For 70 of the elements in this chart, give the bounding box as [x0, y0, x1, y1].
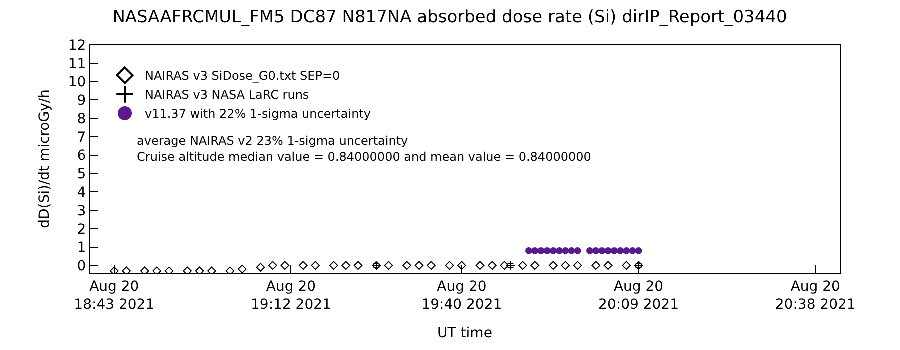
- annotation: average NAIRAS v2 23% 1-sigma uncertainty: [137, 134, 408, 148]
- point: [561, 261, 570, 270]
- point: [592, 247, 600, 254]
- point: [427, 261, 436, 270]
- point: [311, 261, 320, 270]
- point: [414, 261, 424, 270]
- point: [280, 261, 290, 270]
- point: [530, 261, 540, 270]
- point: [488, 261, 497, 270]
- y-tick-label: 11: [68, 56, 86, 72]
- legend-label: NAIRAS v3 SiDose_G0.txt SEP=0: [145, 69, 340, 84]
- annotation: Cruise altitude median value = 0.84000000 and mean value = 0.84000000: [137, 150, 592, 164]
- point: [402, 261, 412, 270]
- point: [268, 261, 278, 270]
- point: [586, 247, 594, 254]
- legend-label: NAIRAS v3 NASA LaRC runs: [145, 88, 310, 102]
- point: [549, 261, 558, 270]
- y-tick-label: 2: [77, 222, 86, 238]
- chart-title: NASAAFRCMUL_FM5 DC87 N817NA absorbed dose rate (Si) dirIP_Report_03440: [112, 7, 788, 28]
- y-tick-label: 7: [77, 130, 86, 146]
- x-tick-label: Aug 20 18:43 2021: [74, 278, 155, 313]
- point: [604, 261, 613, 270]
- point: [568, 247, 576, 254]
- point: [532, 247, 539, 254]
- point: [556, 247, 564, 254]
- point: [573, 261, 582, 270]
- point: [610, 247, 618, 254]
- y-tick-label: 1: [77, 240, 86, 256]
- point: [629, 247, 636, 254]
- point: [445, 261, 454, 270]
- point: [550, 247, 557, 254]
- x-tick-label: Aug 20 19:40 2021: [422, 278, 502, 313]
- y-tick-label: 5: [77, 166, 86, 183]
- point: [476, 261, 485, 270]
- point: [342, 261, 350, 270]
- point: [299, 261, 308, 270]
- point: [604, 247, 612, 254]
- x-tick-label: Aug 20 20:38 2021: [775, 278, 856, 313]
- point: [562, 247, 570, 254]
- point: [598, 247, 606, 254]
- y-tick-label: 10: [68, 74, 86, 91]
- y-tick-label: 3: [77, 203, 86, 220]
- y-tick-label: 12: [68, 38, 86, 54]
- legend-label: v11.37 with 22% 1-sigma uncertainty: [145, 107, 371, 122]
- y-tick-label: 9: [77, 93, 86, 110]
- point: [616, 247, 624, 254]
- point: [574, 247, 582, 254]
- point: [354, 261, 363, 270]
- point: [238, 264, 247, 273]
- point: [544, 247, 551, 254]
- x-tick-label: Aug 20 20:09 2021: [598, 278, 679, 313]
- point: [622, 261, 631, 270]
- point: [526, 247, 533, 254]
- point: [538, 247, 545, 254]
- point: [458, 261, 466, 270]
- point: [518, 261, 528, 270]
- x-tick-label: Aug 20 19:12 2021: [251, 278, 332, 313]
- y-tick-label: 6: [77, 148, 86, 164]
- y-axis-title: dD(Si)/dt microGy/h: [36, 90, 53, 228]
- point: [635, 247, 642, 254]
- point: [384, 261, 394, 270]
- y-tick-label: 4: [77, 185, 86, 201]
- point: [500, 261, 510, 270]
- point: [623, 247, 630, 254]
- point: [256, 263, 266, 272]
- point: [330, 261, 338, 270]
- y-tick-label: 0: [77, 258, 86, 275]
- point: [592, 261, 600, 270]
- y-tick-label: 8: [77, 111, 86, 128]
- x-axis-title: UT time: [438, 325, 492, 342]
